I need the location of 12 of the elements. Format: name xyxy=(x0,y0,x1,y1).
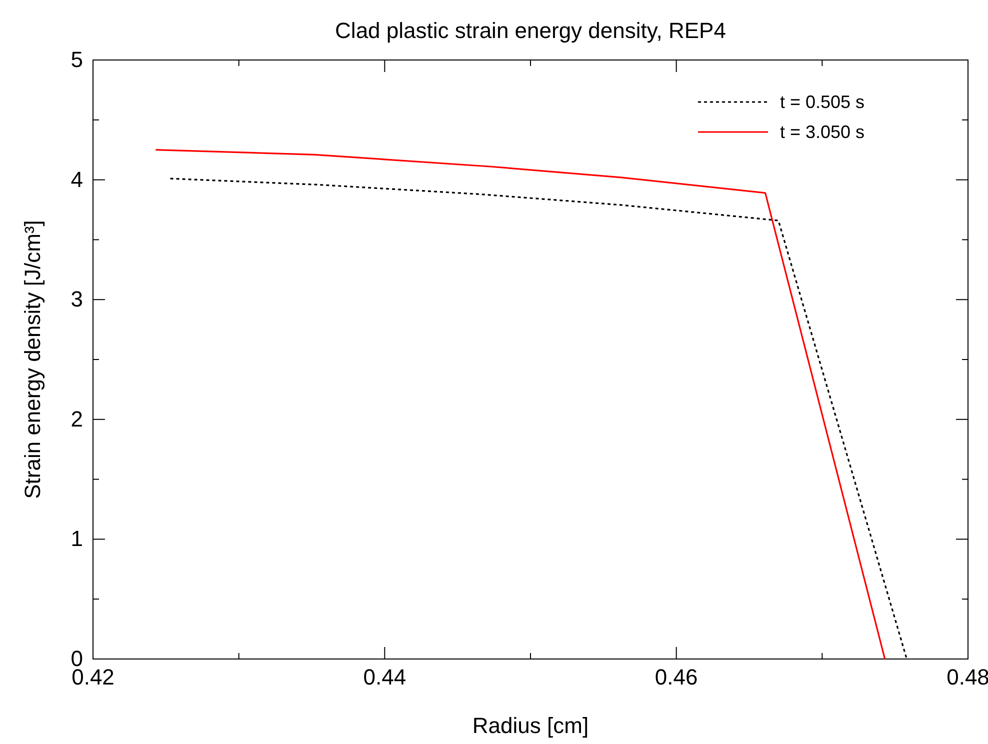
y-axis-title: Strain energy density [J/cm³] xyxy=(20,220,45,499)
y-tick-label: 1 xyxy=(70,526,83,552)
x-tick-label: 0.44 xyxy=(363,664,406,690)
y-tick-label: 5 xyxy=(70,47,83,72)
chart-title: Clad plastic strain energy density, REP4 xyxy=(335,18,726,43)
legend-label: t = 0.505 s xyxy=(780,92,865,112)
y-tick-label: 2 xyxy=(70,406,83,432)
y-tick-label: 3 xyxy=(70,286,83,312)
x-tick-label: 0.46 xyxy=(654,664,698,690)
legend-label: t = 3.050 s xyxy=(780,122,865,142)
y-tick-label: 4 xyxy=(70,166,83,192)
x-axis-title: Radius [cm] xyxy=(472,713,589,738)
